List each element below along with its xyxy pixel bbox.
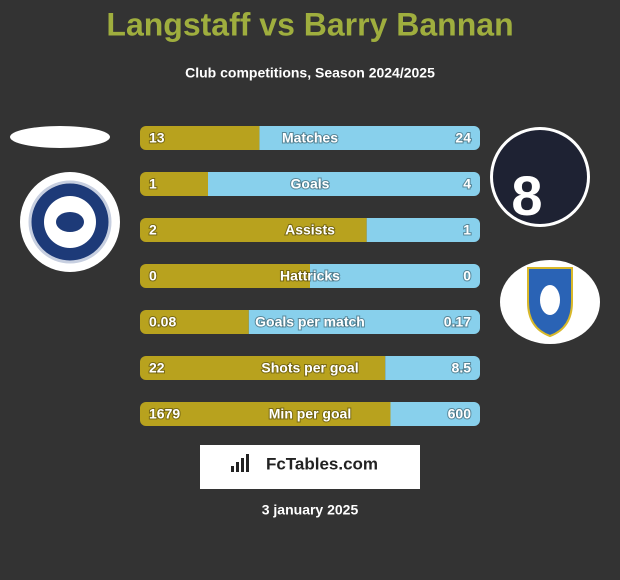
row (140, 310, 480, 334)
row-label: Goals per match (255, 314, 365, 330)
bar-left (140, 402, 391, 426)
bar-right (366, 218, 480, 242)
row-label: Min per goal (269, 406, 351, 422)
value-right: 0 (463, 268, 471, 284)
row-label: Goals (291, 176, 330, 192)
value-left: 2 (149, 222, 157, 238)
bar-left (140, 172, 208, 196)
value-left: 13 (149, 130, 165, 146)
value-right: 600 (448, 406, 472, 422)
date: 3 january 2025 (262, 502, 359, 518)
value-left: 1 (149, 176, 157, 192)
bar-right (259, 126, 480, 150)
bar-left (140, 126, 260, 150)
bar-right (208, 172, 480, 196)
row (140, 218, 480, 242)
bar-left (140, 356, 386, 380)
value-right: 8.5 (452, 360, 472, 376)
value-right: 4 (463, 176, 471, 192)
bar-right (248, 310, 480, 334)
row-label: Matches (282, 130, 338, 146)
shirt-number: 8 (511, 164, 542, 227)
value-left: 0.08 (149, 314, 176, 330)
brand-icon (231, 454, 249, 472)
player-photo (493, 130, 587, 224)
row-label: Shots per goal (261, 360, 358, 376)
row-label: Assists (285, 222, 335, 238)
row (140, 402, 480, 426)
value-right: 1 (463, 222, 471, 238)
row (140, 126, 480, 150)
title: Langstaff vs Barry Bannan (106, 6, 513, 42)
player-placeholder (10, 126, 110, 148)
badge-owl (540, 285, 560, 315)
bar-right (310, 264, 480, 288)
value-left: 22 (149, 360, 165, 376)
row (140, 172, 480, 196)
value-left: 0 (149, 268, 157, 284)
row-label: Hattricks (280, 268, 340, 284)
bar-left (140, 310, 249, 334)
row (140, 264, 480, 288)
value-right: 24 (455, 130, 471, 146)
badge-lion (56, 212, 84, 232)
bar-left (140, 218, 367, 242)
value-left: 1679 (149, 406, 180, 422)
subtitle: Club competitions, Season 2024/2025 (185, 65, 435, 81)
row (140, 356, 480, 380)
bar-right (385, 356, 480, 380)
brand: FcTables.com (266, 454, 378, 473)
bar-right (390, 402, 480, 426)
value-right: 0.17 (444, 314, 471, 330)
bar-left (140, 264, 310, 288)
